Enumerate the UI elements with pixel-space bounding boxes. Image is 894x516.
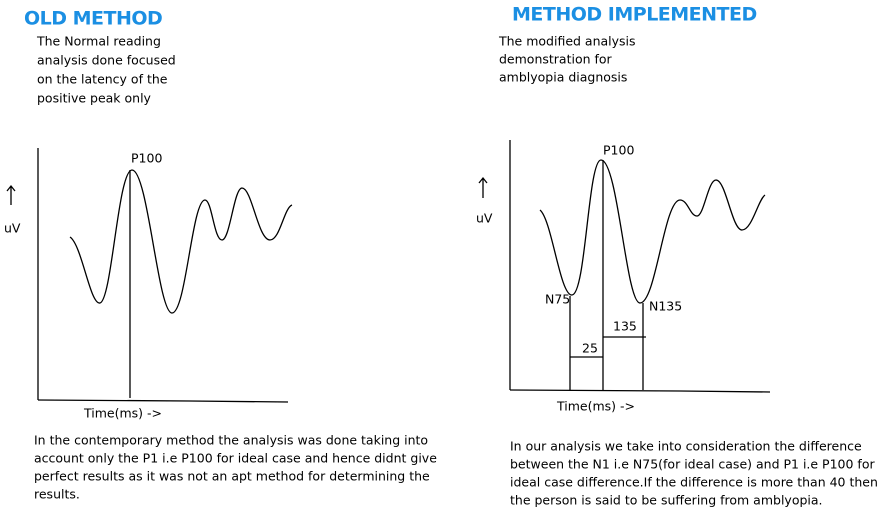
description-line: analysis done focused xyxy=(37,53,176,68)
waveform xyxy=(69,169,293,314)
description-line: The modified analysis xyxy=(498,34,636,49)
title: METHOD IMPLEMENTED xyxy=(512,4,757,26)
trough-label: N75 xyxy=(545,292,570,307)
caption-line: In the contemporary method the analysis … xyxy=(34,433,428,448)
interval-label: 135 xyxy=(613,319,637,334)
description: The Normal reading analysis done focused o… xyxy=(36,34,176,106)
caption-line: perfect results as it was not an apt met… xyxy=(34,469,430,484)
trough-label: N135 xyxy=(649,299,682,314)
old-method-plot xyxy=(6,148,293,403)
caption-line: the person is said to be suffering from … xyxy=(510,493,823,508)
caption: In our analysis we take into considerati… xyxy=(510,439,878,508)
x-axis-label: Time(ms) -> xyxy=(556,399,635,414)
peak-label: P100 xyxy=(603,143,634,158)
interval-label: 25 xyxy=(582,341,598,356)
caption-line: ideal case difference.If the difference … xyxy=(510,475,878,490)
description-line: positive peak only xyxy=(37,91,152,106)
x-axis-label: Time(ms) -> xyxy=(83,406,162,421)
peak-label: P100 xyxy=(131,151,162,166)
title: OLD METHOD xyxy=(24,8,162,30)
description-line: amblyopia diagnosis xyxy=(499,70,627,85)
description-line: on the latency of the xyxy=(37,72,168,87)
caption-line: In our analysis we take into considerati… xyxy=(510,439,862,454)
description-line: demonstration for xyxy=(499,52,613,67)
waveform xyxy=(539,159,766,304)
caption: In the contemporary method the analysis … xyxy=(34,433,437,502)
up-arrow xyxy=(6,184,16,205)
up-arrow xyxy=(478,176,488,198)
description-line: The Normal reading xyxy=(36,34,161,49)
description: The modified analysis demonstration for am… xyxy=(498,34,636,85)
x-axis xyxy=(509,389,771,393)
x-axis xyxy=(37,399,289,403)
y-axis-label: uV xyxy=(4,221,21,236)
caption-line: between the N1 i.e N75(for ideal case) a… xyxy=(510,457,875,472)
caption-line: account only the P1 i.e P100 for ideal c… xyxy=(34,451,437,466)
new-method-plot xyxy=(478,140,771,393)
y-axis-label: uV xyxy=(476,211,493,226)
caption-line: results. xyxy=(34,487,80,502)
